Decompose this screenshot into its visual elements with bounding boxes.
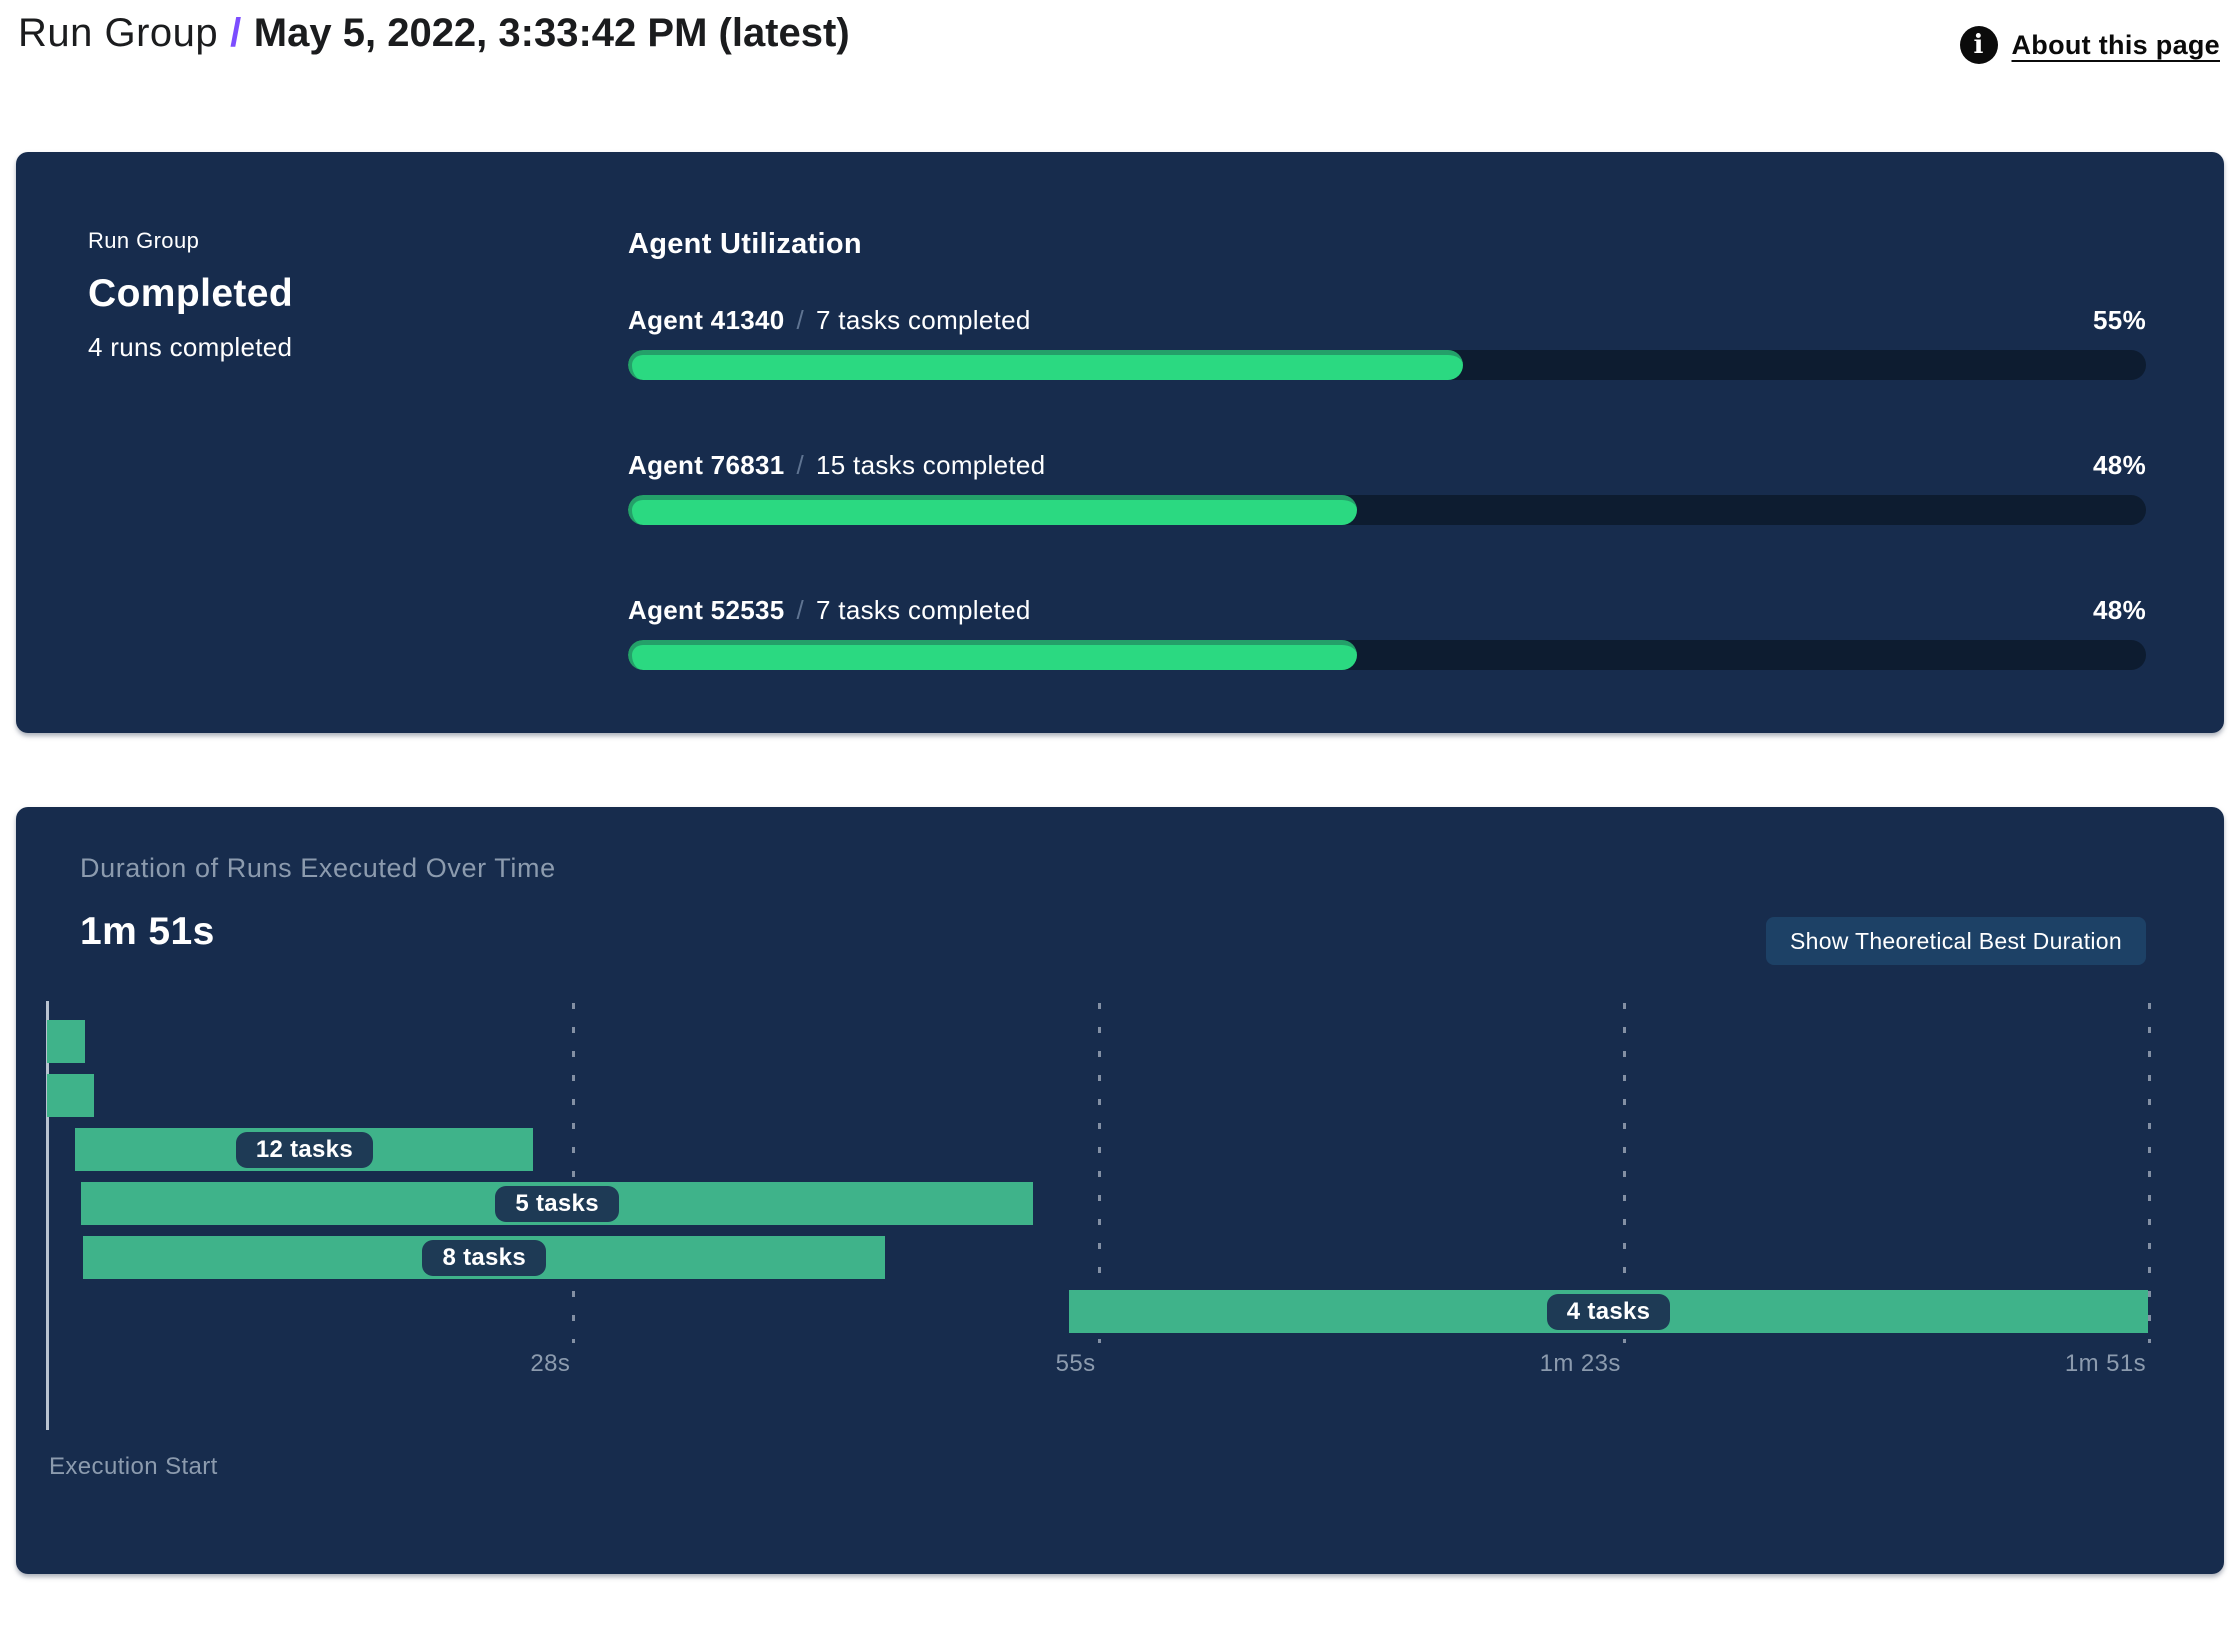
gridline [572, 1003, 576, 1343]
agent-progress-fill [628, 350, 1463, 380]
info-icon: i [1959, 26, 1998, 64]
tick-label: 55s [1055, 1350, 1096, 1377]
agent-name: Agent 41340 [628, 305, 785, 335]
status-completed: Completed [88, 272, 294, 315]
gantt-plot-area: 28s 55s 1m 23s 1m 51s 12 tasks 5 tasks 8 tasks… [46, 1001, 2151, 1430]
gantt-run-bar[interactable] [47, 1020, 85, 1063]
agent-progress-track [628, 495, 2146, 525]
gantt-chart: 28s 55s 1m 23s 1m 51s 12 tasks 5 tasks 8 tasks… [46, 1001, 2151, 1483]
gantt-run-bar[interactable]: 8 tasks [82, 1236, 886, 1279]
agent-label: Agent 76831 / 15 tasks completed 48% [628, 450, 2146, 481]
show-theoretical-best-duration-button[interactable]: Show Theoretical Best Duration [1765, 917, 2146, 965]
breadcrumb-separator: / [230, 11, 242, 55]
agent-label: Agent 52535 / 7 tasks completed 48% [628, 595, 2146, 626]
run-group-label: Run Group [88, 228, 200, 253]
agent-progress-track [628, 640, 2146, 670]
gridline [1622, 1003, 1626, 1343]
agent-tasks-completed: 7 tasks completed [816, 305, 1031, 335]
run-group-status-block: Run Group Completed 4 runs completed [88, 228, 628, 663]
agent-label-separator: / [796, 450, 805, 480]
tick-label: 1m 23s [1539, 1350, 1621, 1377]
agent-label-separator: / [796, 595, 805, 625]
gantt-run-bar[interactable] [47, 1074, 95, 1117]
agent-utilization-percent: 48% [2093, 595, 2146, 625]
run-group-summary-panel: Run Group Completed 4 runs completed Age… [16, 152, 2224, 733]
agent-tasks-completed: 7 tasks completed [816, 595, 1031, 625]
agent-progress-fill [628, 640, 1357, 670]
task-count-badge: 5 tasks [495, 1185, 619, 1222]
agent-utilization-heading: Agent Utilization [628, 228, 862, 260]
agent-tasks-completed: 15 tasks completed [816, 450, 1046, 480]
page-title: May 5, 2022, 3:33:42 PM (latest) [253, 11, 850, 55]
duration-panel: Duration of Runs Executed Over Time 1m 5… [16, 807, 2224, 1574]
agent-progress-fill [628, 495, 1357, 525]
agent-utilization-percent: 48% [2093, 450, 2146, 480]
agent-name: Agent 76831 [628, 450, 785, 480]
agent-utilization-list: Agent 41340 / 7 tasks completed 55% Agen… [628, 305, 2146, 670]
agent-progress-track [628, 350, 2146, 380]
breadcrumb: Run Group / May 5, 2022, 3:33:42 PM (lates… [18, 10, 850, 56]
duration-panel-header: Duration of Runs Executed Over Time 1m 5… [16, 853, 2224, 965]
agent-row: Agent 52535 / 7 tasks completed 48% [628, 595, 2146, 670]
gridline [2148, 1003, 2151, 1343]
execution-start-label: Execution Start [49, 1453, 218, 1480]
agent-utilization-percent: 55% [2093, 305, 2146, 335]
agent-label-separator: / [796, 305, 805, 335]
tick-label: 28s [530, 1350, 571, 1377]
runs-completed-count: 4 runs completed [88, 332, 293, 362]
task-count-badge: 8 tasks [422, 1239, 546, 1276]
agent-name: Agent 52535 [628, 595, 785, 625]
total-duration: 1m 51s [80, 910, 215, 953]
gantt-run-bar[interactable]: 4 tasks [1069, 1290, 2148, 1333]
task-count-badge: 12 tasks [235, 1131, 373, 1168]
agent-row: Agent 41340 / 7 tasks completed 55% [628, 305, 2146, 380]
execution-start-axis [46, 1001, 49, 1430]
gantt-run-bar[interactable]: 12 tasks [75, 1128, 534, 1171]
page-header: Run Group / May 5, 2022, 3:33:42 PM (lates… [0, 0, 2240, 64]
gantt-run-bar[interactable]: 5 tasks [81, 1182, 1034, 1225]
tick-label: 1m 51s [2064, 1350, 2146, 1377]
duration-chart-title: Duration of Runs Executed Over Time [80, 853, 556, 883]
about-this-page-link[interactable]: i About this page [1959, 26, 2221, 64]
agent-row: Agent 76831 / 15 tasks completed 48% [628, 450, 2146, 525]
task-count-badge: 4 tasks [1546, 1293, 1671, 1330]
breadcrumb-run-group: Run Group [18, 11, 219, 55]
gridline [1097, 1003, 1101, 1343]
agent-utilization-section: Agent Utilization Agent 41340 / 7 tasks … [628, 228, 2146, 670]
about-this-page-label: About this page [2011, 29, 2220, 60]
agent-label: Agent 41340 / 7 tasks completed 55% [628, 305, 2146, 336]
